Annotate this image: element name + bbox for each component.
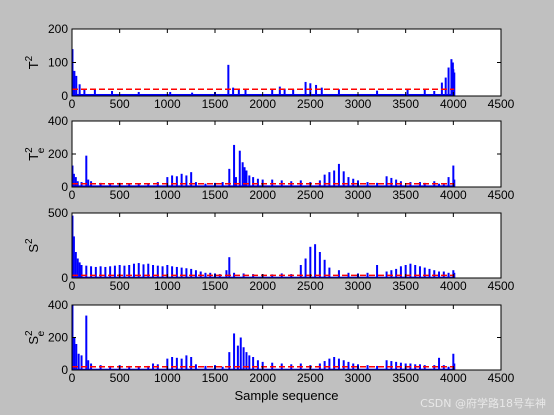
axes-frame (71, 212, 502, 279)
x-tick-label: 1000 (154, 97, 181, 111)
y-tick-label: 200 (48, 331, 68, 345)
x-tick-label: 2000 (249, 97, 276, 111)
x-tick-label: 4000 (440, 188, 467, 202)
x-tick-label: 4500 (488, 97, 515, 111)
x-tick-label: 3500 (392, 279, 419, 293)
x-tick-label: 3000 (345, 371, 372, 385)
x-tick-label: 1500 (202, 97, 229, 111)
x-tick-label: 1500 (202, 188, 229, 202)
x-tick-label: 3000 (345, 188, 372, 202)
x-tick-label: 500 (110, 371, 130, 385)
y-axis-label: S2e (24, 330, 47, 345)
x-tick-label: 4000 (440, 279, 467, 293)
plot-area (72, 29, 501, 96)
x-tick-label: 2500 (297, 371, 324, 385)
y-axis-label: T2 (24, 55, 41, 69)
y-axis-label-sup: 2 (24, 55, 35, 61)
x-tick-label: 2000 (249, 188, 276, 202)
y-tick-label: 400 (48, 298, 68, 312)
x-tick-label: 1500 (202, 371, 229, 385)
y-tick-label: 500 (48, 206, 68, 220)
plot-area (72, 305, 501, 370)
subplot-1: 0 500 1000 1500 2000 2500 3000 3500 4000 4500 0 100… (24, 22, 515, 111)
x-tick-label: 0 (69, 188, 76, 202)
x-tick-label: 2500 (297, 279, 324, 293)
x-tick-label: 4000 (440, 97, 467, 111)
subplot-4: 0 500 1000 1500 2000 2500 3000 3500 4000 4500 0 200… (24, 298, 515, 403)
y-tick-label: 200 (48, 22, 68, 36)
y-axis-label-base: S (26, 244, 41, 253)
y-tick-label: 0 (61, 271, 68, 285)
x-tick-label: 3500 (392, 97, 419, 111)
x-tick-label: 500 (110, 97, 130, 111)
x-tick-label: 3000 (345, 97, 372, 111)
y-tick-label: 0 (61, 363, 68, 377)
x-tick-label: 4000 (440, 371, 467, 385)
y-axis-label-base: T (26, 61, 41, 69)
x-tick-label: 1000 (154, 371, 181, 385)
x-tick-label: 1000 (154, 279, 181, 293)
y-axis-label-base: S (26, 336, 41, 345)
x-tick-label: 1500 (202, 279, 229, 293)
x-tick-label: 4500 (488, 279, 515, 293)
x-tick-label: 3500 (392, 188, 419, 202)
x-tick-label: 4500 (488, 188, 515, 202)
y-axis-label-sub: e (36, 330, 47, 336)
y-axis-label-sup: 2 (24, 147, 35, 153)
y-tick-label: 200 (48, 147, 68, 161)
x-tick-label: 1000 (154, 188, 181, 202)
plot-area (72, 213, 501, 278)
plot-area (72, 121, 501, 187)
y-tick-label: 400 (48, 114, 68, 128)
y-axis-label-sup: 2 (24, 238, 35, 244)
x-axis-label: Sample sequence (234, 388, 338, 403)
y-tick-label: 0 (61, 180, 68, 194)
x-tick-label: 500 (110, 188, 130, 202)
x-tick-label: 4500 (488, 371, 515, 385)
subplot-3: 0 500 1000 1500 2000 2500 3000 3500 4000 4500 0 500… (24, 206, 515, 293)
x-tick-label: 2000 (249, 279, 276, 293)
y-axis-label-sub: e (36, 147, 47, 153)
subplot-2: 0 500 1000 1500 2000 2500 3000 3500 4000 4500 0 200… (24, 114, 515, 202)
x-tick-label: 3500 (392, 371, 419, 385)
x-tick-label: 2500 (297, 97, 324, 111)
x-tick-label: 3000 (345, 279, 372, 293)
y-axis-label: T2e (24, 147, 47, 161)
x-tick-label: 0 (69, 97, 76, 111)
y-axis-label: S2 (24, 238, 41, 253)
y-axis-label-base: T (26, 153, 41, 161)
x-tick-label: 0 (69, 371, 76, 385)
y-axis-label-sup: 2 (24, 330, 35, 336)
y-tick-label: 0 (61, 89, 68, 103)
x-tick-label: 2000 (249, 371, 276, 385)
x-tick-label: 2500 (297, 188, 324, 202)
x-tick-label: 0 (69, 279, 76, 293)
x-tick-label: 500 (110, 279, 130, 293)
y-tick-label: 100 (48, 56, 68, 70)
watermark-text: CSDN @府学路18号车神 (420, 397, 546, 410)
